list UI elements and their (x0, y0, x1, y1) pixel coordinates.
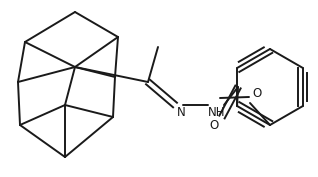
Text: NH: NH (208, 106, 225, 119)
Text: O: O (210, 119, 219, 132)
Text: O: O (252, 87, 261, 100)
Text: N: N (177, 106, 186, 119)
